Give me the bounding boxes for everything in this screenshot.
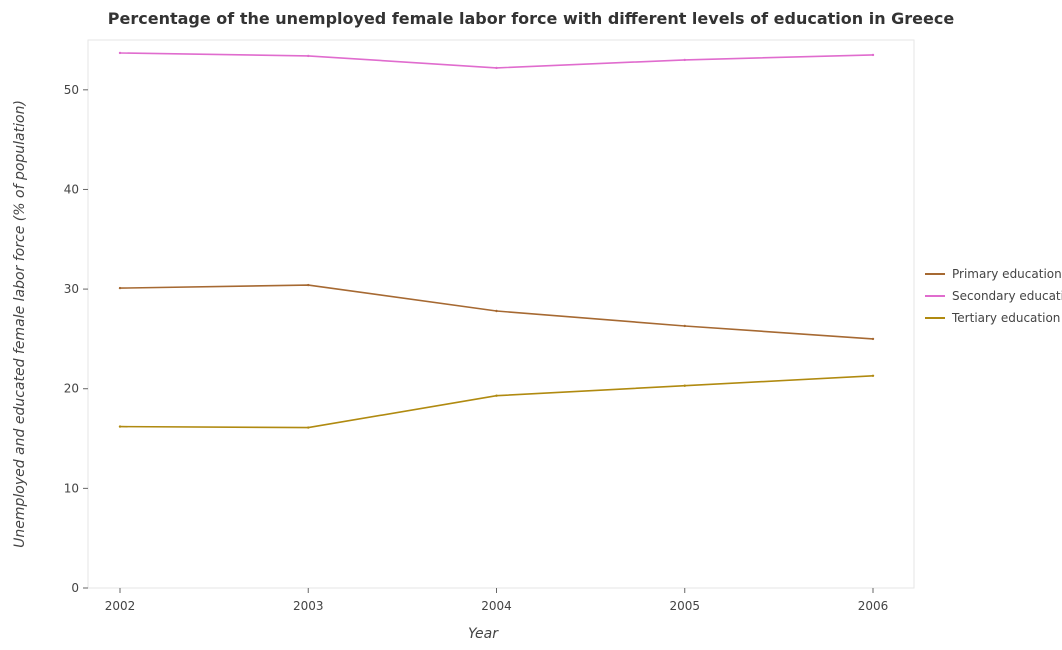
legend-label: Primary education [952,267,1062,281]
data-point-tertiary-education [118,425,122,428]
data-point-secondary-education [871,53,875,57]
x-tick-label: 2002 [105,599,136,613]
data-point-primary-education [118,286,122,290]
legend-label: Tertiary education [951,311,1060,325]
y-tick-label: 10 [64,481,79,495]
y-axis-label: Unemployed and educated female labor for… [12,100,28,548]
data-point-tertiary-education [307,426,310,429]
axes: 0 10 20 30 40 50 2002 2003 2004 2005 2006 [64,39,915,613]
data-point-primary-education [683,324,686,328]
x-tick-label: 2006 [858,599,889,613]
chart-title: Percentage of the unemployed female labo… [107,9,955,28]
data-point-secondary-education [307,54,310,58]
plot-frame [87,39,915,589]
y-tick-label: 30 [64,282,79,296]
x-tick-label: 2004 [481,599,512,613]
data-point-primary-education [495,309,498,313]
y-tick-label: 0 [71,581,79,595]
data-point-primary-education [871,337,875,341]
x-axis-label: Year [468,626,499,642]
y-tick-label: 20 [64,382,79,396]
data-point-secondary-education [683,58,686,62]
series-line-tertiary-education [119,375,874,429]
legend-label: Secondary education [952,289,1062,303]
x-tick-label: 2003 [293,599,324,613]
series-layer [118,51,875,429]
y-tick-label: 50 [64,83,79,97]
y-tick-label: 40 [64,182,79,196]
series-line-secondary-education [119,52,874,69]
x-tick-label: 2005 [669,599,700,613]
data-point-tertiary-education [683,384,686,387]
data-point-secondary-education [118,51,122,55]
data-point-tertiary-education [495,394,498,397]
legend: Primary education Secondary education Tert… [925,267,1062,325]
data-point-tertiary-education [871,374,875,377]
data-point-primary-education [307,283,310,287]
data-point-secondary-education [495,66,498,70]
